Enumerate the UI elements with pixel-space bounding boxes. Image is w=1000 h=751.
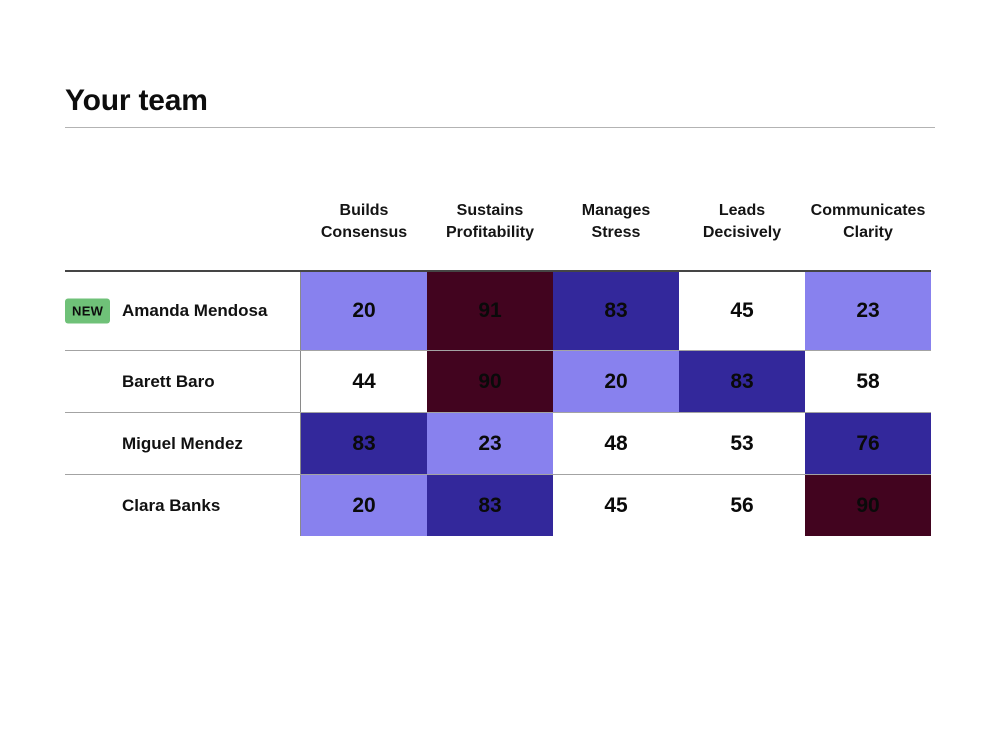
member-name-cell: Clara Banks	[65, 475, 301, 536]
heatmap-cell: 23	[427, 413, 553, 474]
heatmap-cell: 53	[679, 413, 805, 474]
table-row[interactable]: Barett Baro 44 90 20 83 58	[65, 350, 931, 412]
heatmap-cell: 48	[553, 413, 679, 474]
table-row[interactable]: Miguel Mendez 83 23 48 53 76	[65, 412, 931, 474]
team-heatmap-table: Builds Consensus Sustains Profitability Ma…	[65, 128, 931, 536]
member-name-cell: Barett Baro	[65, 351, 301, 412]
heatmap-cell: 20	[553, 351, 679, 412]
heatmap-cell: 44	[301, 351, 427, 412]
member-name: Amanda Mendosa	[122, 301, 268, 320]
heatmap-cell: 45	[679, 272, 805, 350]
heatmap-cell: 76	[805, 413, 931, 474]
column-header-leads-decisively: Leads Decisively	[702, 202, 782, 241]
heatmap-cell: 58	[805, 351, 931, 412]
heatmap-cell: 20	[301, 475, 427, 536]
heatmap-cell: 56	[679, 475, 805, 536]
column-header-communicates-clarity: Communicates Clarity	[810, 202, 926, 241]
page-title: Your team	[65, 84, 208, 117]
heatmap-header-row: Builds Consensus Sustains Profitability Ma…	[65, 128, 931, 270]
heatmap-cell: 90	[427, 351, 553, 412]
title-block: Your team	[65, 84, 935, 128]
column-header-builds-consensus: Builds Consensus	[320, 202, 408, 241]
table-row[interactable]: NEW Amanda Mendosa 20 91 83 45 23	[65, 272, 931, 350]
heatmap-cell: 83	[553, 272, 679, 350]
member-name: Miguel Mendez	[122, 433, 243, 453]
heatmap-cell: 20	[301, 272, 427, 350]
member-name-cell: NEW Amanda Mendosa	[65, 272, 301, 350]
heatmap-cell: 83	[301, 413, 427, 474]
table-row[interactable]: Clara Banks 20 83 45 56 90	[65, 474, 931, 536]
heatmap-cell: 90	[805, 475, 931, 536]
member-name-cell: Miguel Mendez	[65, 413, 301, 474]
column-header-sustains-profitability: Sustains Profitability	[445, 202, 534, 241]
new-badge: NEW	[65, 298, 111, 324]
heatmap-body: NEW Amanda Mendosa 20 91 83 45 23 Barett Baro 44…	[65, 270, 931, 536]
heatmap-cell: 83	[427, 475, 553, 536]
header-corner-spacer	[65, 128, 301, 270]
column-header-manages-stress: Manages Stress	[581, 202, 651, 241]
heatmap-cell: 45	[553, 475, 679, 536]
page: Your team Builds Consensus Sustains Profi…	[0, 84, 1000, 536]
member-name: Barett Baro	[122, 371, 215, 391]
heatmap-cell: 23	[805, 272, 931, 350]
heatmap-cell: 83	[679, 351, 805, 412]
heatmap-cell: 91	[427, 272, 553, 350]
member-name: Clara Banks	[122, 495, 221, 515]
